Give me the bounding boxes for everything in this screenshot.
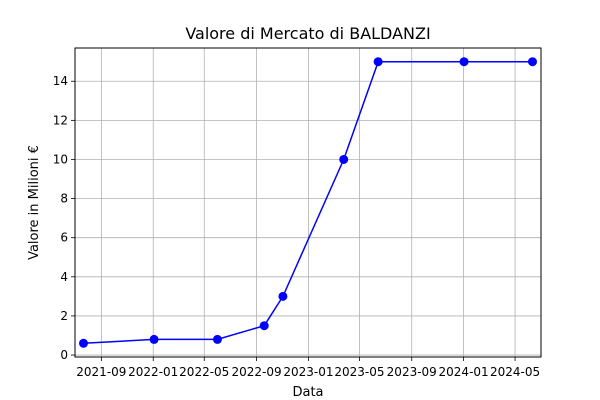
data-point [527,57,537,67]
data-point [373,57,383,67]
x-tick-label: 2023-05 [334,365,384,379]
y-tick-label: 4 [60,270,68,284]
grid [75,48,541,357]
x-tick-label: 2022-09 [231,365,281,379]
plot-frame [74,47,542,358]
data-point [79,338,89,348]
y-tick-label: 14 [53,74,68,88]
x-tick-label: 2024-05 [490,365,540,379]
y-axis-label: Valore in Milioni € [27,145,42,260]
data-point [339,154,349,164]
x-tick-label: 2023-01 [283,365,333,379]
data-point [259,321,269,331]
x-tick-label: 2022-01 [128,365,178,379]
x-axis-label: Data [292,385,323,400]
data-point [459,57,469,67]
x-tick-label: 2022-05 [179,365,229,379]
y-tick-label: 6 [60,231,68,245]
y-tick-label: 12 [53,113,68,127]
data-point [212,334,222,344]
x-tick-label: 2023-09 [387,365,437,379]
y-tick-label: 8 [60,192,68,206]
data-point [149,334,159,344]
y-tick-label: 2 [60,309,68,323]
chart-title: Valore di Mercato di BALDANZI [185,24,430,43]
x-tick-label: 2024-01 [439,365,489,379]
x-tick-label: 2021-09 [76,365,126,379]
series [79,57,537,348]
ticks: 2021-09 2022-01 2022-05 2022-09 2023-01 2023-… [53,74,540,379]
y-tick-label: 0 [60,348,68,362]
y-tick-label: 10 [53,152,68,166]
data-point [278,291,288,301]
